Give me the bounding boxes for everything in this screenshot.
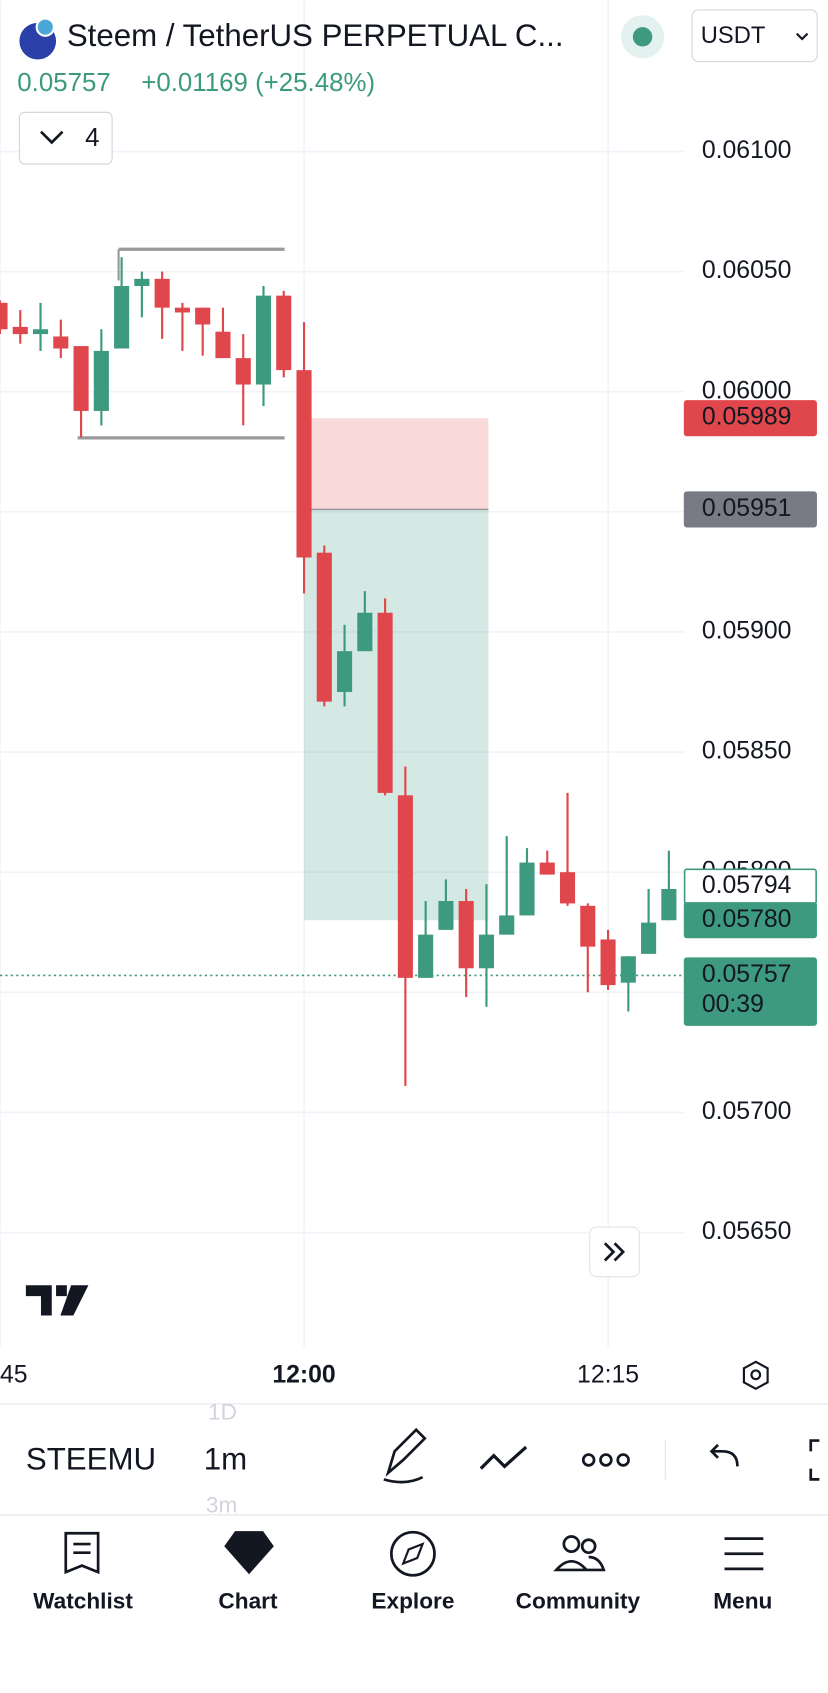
candle-body [296, 370, 312, 558]
price-label: 0.05794 [702, 872, 792, 899]
menu-icon [724, 1537, 764, 1571]
watchlist-icon [64, 1531, 100, 1575]
nav-item[interactable]: Chart [218, 1588, 278, 1613]
currency: USDT [701, 23, 766, 49]
tv-logo [25, 1285, 89, 1316]
position-tool[interactable] [304, 418, 489, 921]
candle-body [600, 939, 616, 986]
candle-body [661, 889, 677, 921]
more-tool[interactable] [581, 1453, 630, 1467]
settings-icon-center [750, 1369, 762, 1381]
candle-body [438, 901, 454, 930]
candle-body [641, 922, 657, 954]
candle-body [418, 934, 434, 978]
settings-icon[interactable] [742, 1360, 769, 1391]
y-tick-label: 0.05700 [702, 1098, 792, 1125]
coin-badge [35, 17, 55, 37]
nav-item[interactable]: Menu [713, 1588, 772, 1613]
candle-body [235, 358, 251, 385]
candle-body [114, 286, 130, 349]
x-tick-label: 45 [0, 1361, 28, 1388]
y-tick-label: 0.05850 [702, 738, 792, 765]
stop-zone[interactable] [304, 418, 489, 510]
target-zone[interactable] [304, 509, 489, 921]
y-tick-label: 0.05900 [702, 618, 792, 645]
price-label-box [683, 491, 817, 528]
candle-body [53, 336, 69, 349]
candle-body [357, 612, 373, 652]
chart-icon [224, 1531, 274, 1575]
price-label-box [683, 400, 817, 437]
candle-body [32, 329, 49, 335]
nav-item[interactable]: Community [516, 1588, 641, 1613]
candle-body [559, 872, 576, 904]
candle-body [134, 278, 150, 287]
price-label: 0.05780 [702, 906, 792, 933]
candle-body [316, 552, 332, 702]
candle-body [539, 862, 555, 875]
candle-body [73, 346, 89, 411]
toolbar-symbol[interactable]: STEEMU [26, 1441, 156, 1476]
candle-body [620, 956, 636, 983]
candle-body [519, 862, 535, 916]
price-label-box [683, 957, 817, 1026]
nav-item[interactable]: Watchlist [33, 1588, 133, 1613]
chevron [40, 130, 64, 145]
candle-body [377, 612, 393, 793]
candle-body [478, 934, 494, 969]
candle-body [458, 901, 474, 969]
grid: 0.061000.060500.060000.059500.059000.058… [0, 0, 791, 1348]
candle-body [337, 651, 353, 693]
indicator-count: 4 [85, 124, 99, 152]
interval-prev[interactable]: 1D [208, 1400, 237, 1425]
explore-icon [390, 1530, 436, 1577]
candle-body [255, 295, 272, 385]
candle-body [12, 326, 28, 335]
candle-body [215, 331, 231, 359]
y-tick-label: 0.06050 [702, 257, 792, 284]
candles [0, 257, 677, 1086]
fullscreen[interactable] [809, 1439, 820, 1481]
y-tick-label: 0.05650 [702, 1218, 792, 1245]
price-change: +0.01169 (+25.48%) [141, 69, 375, 97]
bottom-nav: Watchlist Chart Explore Community Menu [33, 1588, 772, 1613]
price-label: 0.05951 [702, 495, 792, 522]
draw-tool[interactable] [383, 1427, 427, 1484]
status-dot [632, 27, 653, 47]
time-axis: 45 12:00 12:15 [0, 1361, 639, 1388]
candle-body [154, 278, 170, 308]
x-tick-label: 12:00 [272, 1361, 335, 1388]
interval[interactable]: 1m [204, 1441, 247, 1476]
y-tick-label: 0.06100 [702, 137, 792, 164]
countdown: 00:39 [702, 991, 764, 1018]
y-tick-label: 0.06000 [702, 377, 792, 404]
interval-next[interactable]: 3m [206, 1492, 237, 1517]
candle-body [195, 307, 211, 325]
nav-item[interactable]: Explore [371, 1588, 454, 1613]
candle-body [93, 350, 109, 411]
candle-body [580, 905, 596, 947]
indicator-tool[interactable] [479, 1445, 528, 1470]
candle-body [174, 307, 190, 313]
chevron [795, 32, 809, 41]
candle-body [397, 795, 413, 978]
community-icon [553, 1535, 606, 1572]
symbol-title[interactable]: Steem / TetherUS PERPETUAL C... [67, 18, 564, 53]
candle-body [499, 915, 515, 935]
price-labels: 0.05989 0.05951 0.05794 0.05780 0.05757 00:39 [683, 400, 817, 1026]
undo[interactable] [709, 1443, 739, 1467]
x-tick-label: 12:15 [577, 1361, 639, 1388]
candle-body [276, 295, 292, 371]
candle-body [0, 302, 8, 330]
currency-select[interactable] [691, 9, 818, 63]
price-label: 0.05757 [702, 961, 792, 988]
explore-needle [401, 1542, 425, 1566]
scroll-icon [603, 1242, 626, 1262]
last-price: 0.05757 [17, 69, 110, 97]
price-label: 0.05989 [702, 404, 792, 431]
price-label-box [683, 902, 817, 939]
indicator-toggle[interactable] [18, 111, 113, 165]
